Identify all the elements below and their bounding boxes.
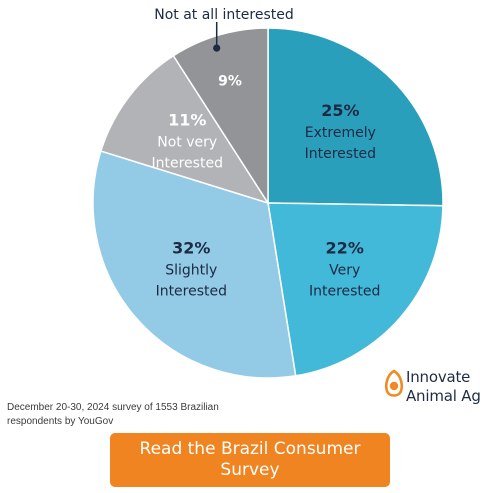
callout-label: Not at all interested — [154, 7, 294, 23]
pie-slice-not-at-all-interested — [172, 27, 269, 206]
brand-name: Innovate Animal Ag — [406, 368, 500, 406]
pie-labels: 25% Extremely Interested 22% Very Interested 3… — [152, 74, 381, 300]
pie-value-slightly-interested: 32% — [172, 238, 210, 257]
survey-footnote: December 20-30, 2024 survey of 1553 Braz… — [7, 402, 219, 427]
callout: Not at all interested — [154, 7, 294, 52]
pie-slice-slightly-interested — [92, 150, 297, 379]
read-survey-button[interactable]: Read the Brazil Consumer Survey — [110, 433, 390, 487]
pie-label-very-interested: Very — [329, 262, 360, 278]
pie-value-not-very-interested: 11% — [168, 111, 206, 130]
pie-label-not-very-interested: Interested — [152, 156, 223, 172]
pie-value-very-interested: 22% — [326, 238, 364, 257]
pie-label-very-interested: Interested — [309, 283, 380, 299]
pie-slice-extremely-interested — [267, 27, 444, 207]
pie-label-not-very-interested: Not very — [157, 135, 217, 151]
brand-logo: Innovate Animal Ag — [384, 368, 496, 412]
brand-name-line1: Innovate — [406, 368, 471, 386]
pie-value-not-at-all-interested: 9% — [218, 74, 242, 90]
brand-name-line2: Animal Ag — [406, 387, 481, 405]
egg-logo-icon — [384, 369, 404, 397]
read-survey-button-label: Read the Brazil Consumer Survey — [139, 439, 361, 480]
pie-label-extremely-interested: Extremely — [305, 125, 376, 141]
pie-slice-not-very-interested — [99, 54, 270, 205]
pie-chart: 25% Extremely Interested 22% Very Interested 3… — [92, 7, 444, 379]
pie-slices — [92, 27, 444, 379]
pie-slice-very-interested — [267, 202, 444, 377]
pie-label-extremely-interested: Interested — [305, 146, 376, 162]
pie-value-extremely-interested: 25% — [321, 101, 359, 120]
pie-label-slightly-interested: Interested — [156, 283, 227, 299]
pie-label-slightly-interested: Slightly — [165, 262, 217, 278]
